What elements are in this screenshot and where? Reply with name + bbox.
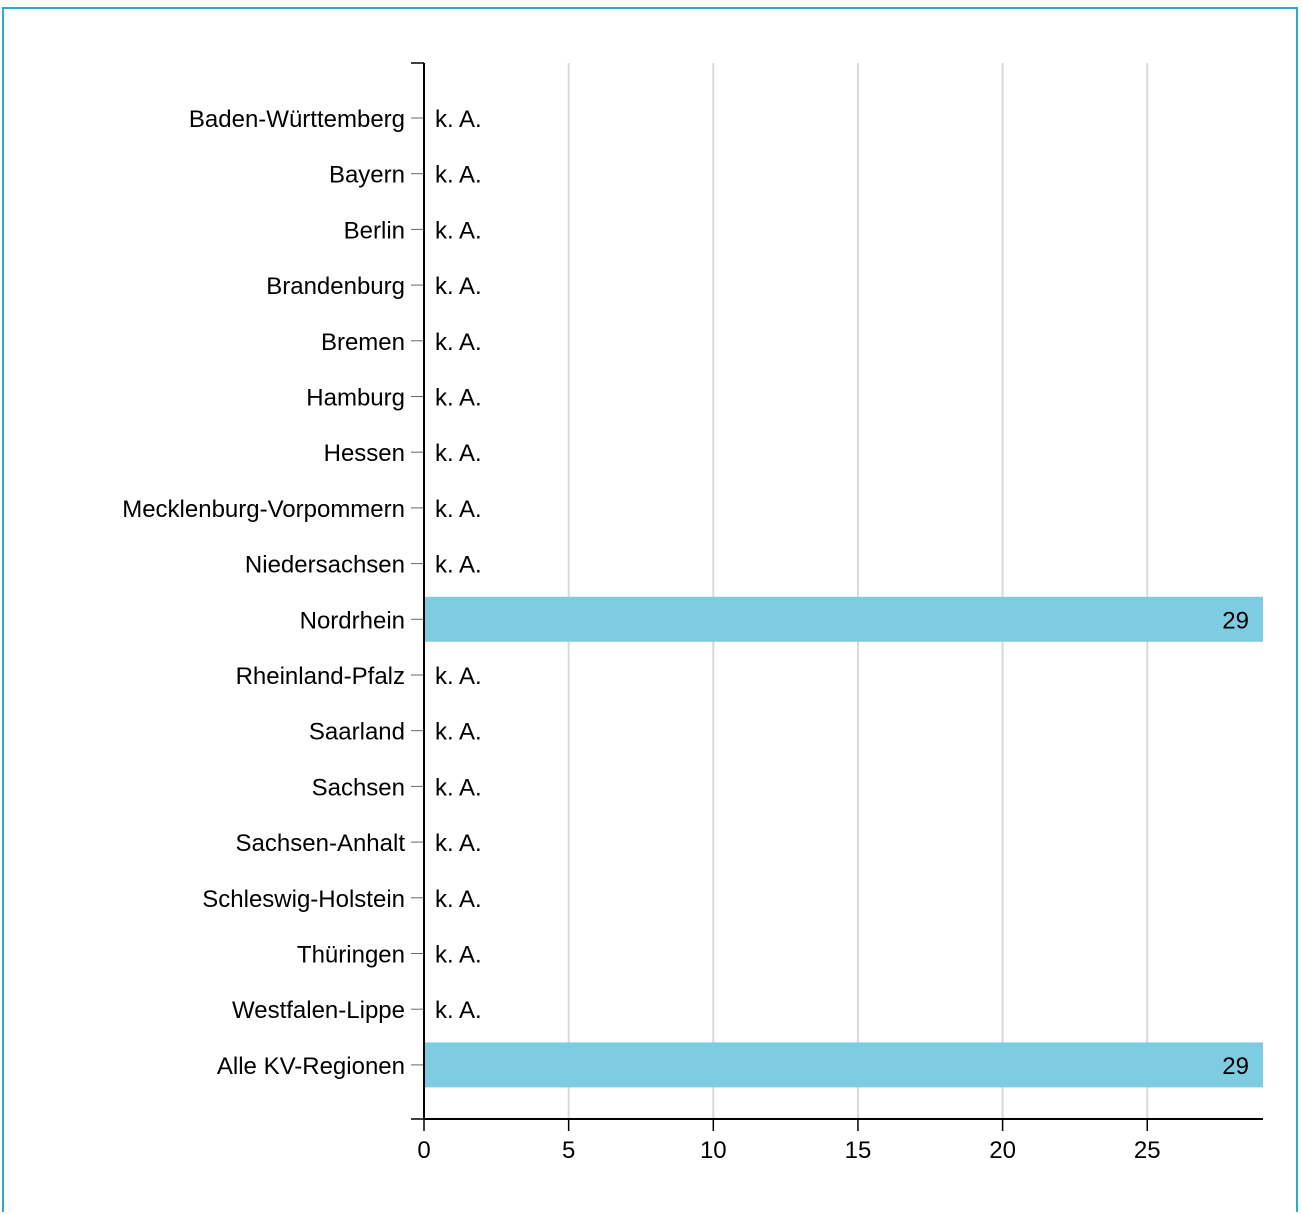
- category-label: Rheinland-Pfalz: [236, 663, 405, 690]
- missing-value-label: k. A.: [435, 162, 482, 189]
- missing-value-label: k. A.: [435, 329, 482, 356]
- category-label: Baden-Württemberg: [189, 106, 405, 133]
- category-label: Bremen: [321, 329, 405, 356]
- category-label: Nordrhein: [300, 607, 405, 634]
- x-tick-label: 0: [417, 1137, 430, 1164]
- bar-value-label: 29: [1222, 1053, 1249, 1080]
- axes: [411, 62, 1263, 1131]
- category-label: Westfalen-Lippe: [232, 997, 405, 1024]
- category-label: Brandenburg: [266, 273, 405, 300]
- missing-value-label: k. A.: [435, 774, 482, 801]
- x-tick-label: 10: [700, 1137, 727, 1164]
- missing-value-label: k. A.: [435, 719, 482, 746]
- category-label: Mecklenburg-Vorpommern: [122, 496, 405, 523]
- missing-value-label: k. A.: [435, 552, 482, 579]
- missing-value-label: k. A.: [435, 830, 482, 857]
- missing-value-label: k. A.: [435, 217, 482, 244]
- category-label: Bayern: [329, 162, 405, 189]
- category-label: Schleswig-Holstein: [202, 886, 405, 913]
- category-label: Alle KV-Regionen: [217, 1053, 405, 1080]
- bar: [424, 596, 1263, 642]
- category-label: Niedersachsen: [245, 552, 405, 579]
- x-tick-label: 5: [562, 1137, 575, 1164]
- missing-value-label: k. A.: [435, 440, 482, 467]
- category-label: Berlin: [344, 217, 405, 244]
- grid-lines: [567, 63, 1149, 1119]
- missing-value-label: k. A.: [435, 385, 482, 412]
- x-tick-label: 20: [989, 1137, 1016, 1164]
- category-label: Thüringen: [297, 942, 405, 969]
- x-tick-label: 25: [1134, 1137, 1161, 1164]
- bar-value-label: 29: [1222, 607, 1249, 634]
- category-label: Sachsen-Anhalt: [236, 830, 406, 857]
- category-label: Sachsen: [312, 774, 405, 801]
- bars: [424, 596, 1263, 1088]
- category-label: Saarland: [309, 719, 405, 746]
- missing-value-label: k. A.: [435, 496, 482, 523]
- chart-frame: [2, 7, 1298, 1212]
- labels: k. A. Baden-Württemberg k. A. Bayern k. A. Be…: [122, 106, 1249, 1164]
- missing-value-label: k. A.: [435, 942, 482, 969]
- category-label: Hessen: [324, 440, 405, 467]
- missing-value-label: k. A.: [435, 663, 482, 690]
- bar: [424, 1042, 1263, 1088]
- missing-value-label: k. A.: [435, 106, 482, 133]
- category-label: Hamburg: [306, 385, 405, 412]
- missing-value-label: k. A.: [435, 997, 482, 1024]
- missing-value-label: k. A.: [435, 886, 482, 913]
- x-tick-label: 15: [845, 1137, 872, 1164]
- missing-value-label: k. A.: [435, 273, 482, 300]
